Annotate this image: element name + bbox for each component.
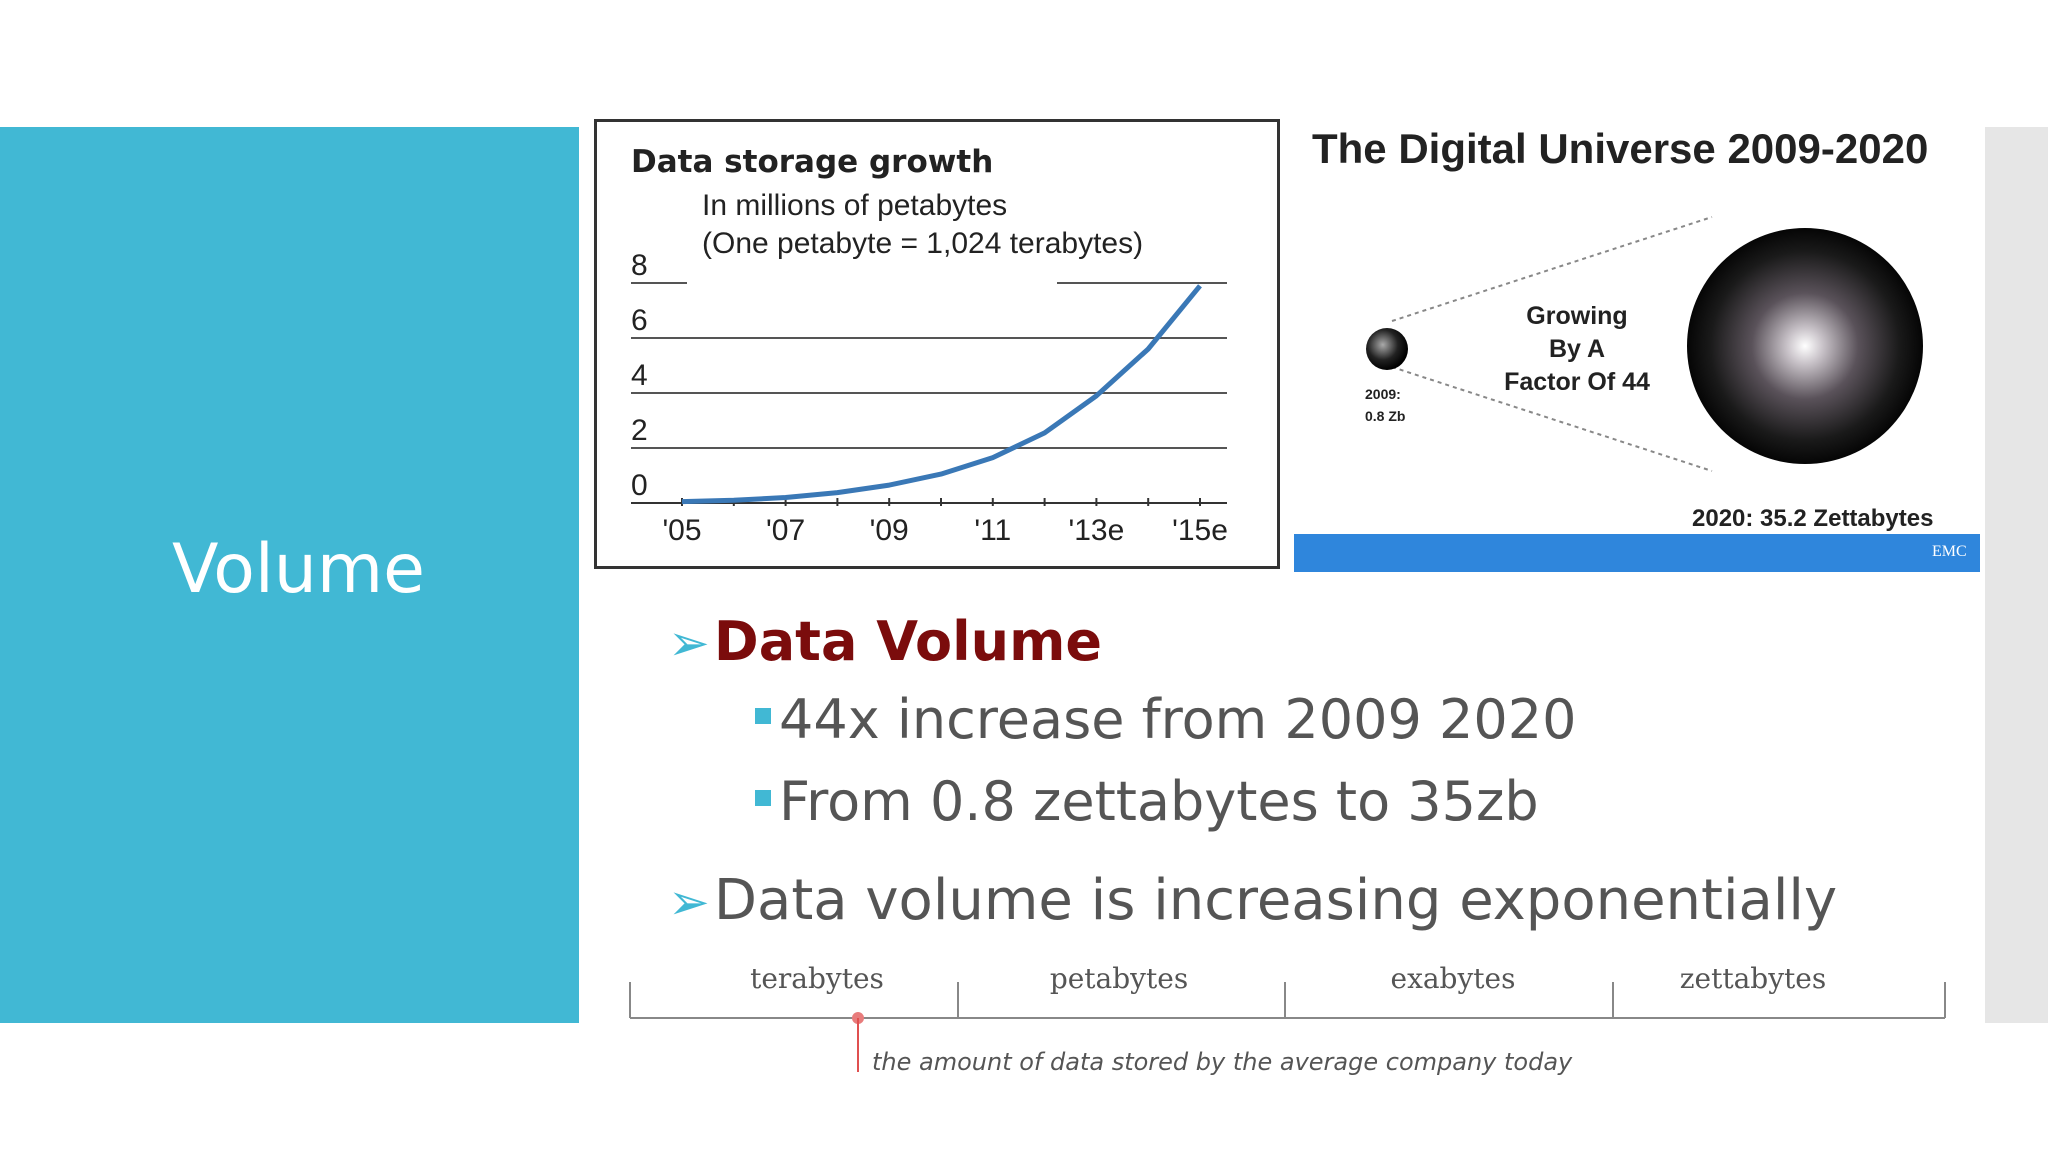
scale-unit-zettabytes: zettabytes <box>1680 962 1826 995</box>
digital-universe-svg: The Digital Universe 2009-2020 2009: 0.8… <box>1294 125 1980 572</box>
sub-bullet-increase: 44x increase from 2009 2020 <box>755 688 1576 751</box>
projection-line-top <box>1391 216 1713 322</box>
chart-x-tick-label: '15e <box>1172 514 1228 547</box>
sub-bullet-range: From 0.8 zettabytes to 35zb <box>755 770 1539 833</box>
end-size-label: 2020: 35.2 Zettabytes <box>1692 505 1933 532</box>
growth-label-line3: Factor Of 44 <box>1504 368 1650 396</box>
arrow-bullet-icon: ➢ <box>668 614 710 672</box>
scale-caption: the amount of data stored by the average… <box>872 1048 1573 1076</box>
chart-y-tick-label: 0 <box>631 469 648 502</box>
chart-x-tick-label: '13e <box>1069 514 1125 547</box>
chart-annotation-line2: (One petabyte = 1,024 terabytes) <box>702 227 1143 260</box>
bullet-text: Data volume is increasing exponentially <box>713 868 1838 933</box>
small-universe-sphere <box>1366 328 1408 370</box>
chart-x-tick-label: '07 <box>766 514 805 547</box>
emc-logo: EMC <box>1932 543 1967 560</box>
growth-label-line2: By A <box>1549 335 1605 363</box>
bullet-heading: Data Volume <box>713 610 1103 673</box>
sub-bullet-text: From 0.8 zettabytes to 35zb <box>779 770 1539 833</box>
universe-title: The Digital Universe 2009-2020 <box>1312 125 1928 172</box>
chart-y-tick-label: 2 <box>631 414 648 447</box>
scale-unit-petabytes: petabytes <box>1050 962 1188 995</box>
chart-annotation-line1: In millions of petabytes <box>702 189 1007 222</box>
bullet-exponential: ➢Data volume is increasing exponentially <box>668 868 1837 933</box>
right-margin-strip <box>1985 127 2048 1023</box>
chart-y-tick-labels: 0 2 4 6 8 <box>631 249 648 502</box>
storage-growth-chart-svg: Data storage growth In millions of petab… <box>631 144 1228 547</box>
sub-bullet-text: 44x increase from 2009 2020 <box>779 688 1577 751</box>
chart-x-tick-labels: '05 '07 '09 '11 '13e '15e <box>662 514 1227 547</box>
growth-label-line1: Growing <box>1526 302 1627 330</box>
start-year-label: 2009: <box>1365 386 1401 402</box>
data-scale-svg: terabytes petabytes exabytes zettabytes … <box>629 962 1946 1076</box>
digital-universe-graphic: The Digital Universe 2009-2020 2009: 0.8… <box>1292 119 1982 599</box>
chart-y-tick-label: 4 <box>631 359 648 392</box>
data-scale-graphic: terabytes petabytes exabytes zettabytes … <box>600 950 1960 1100</box>
blue-band <box>1294 534 1980 572</box>
square-bullet-icon <box>755 790 771 806</box>
title-panel <box>0 127 579 1023</box>
chart-title: Data storage growth <box>631 144 993 180</box>
chart-series-line <box>681 284 1202 505</box>
chart-x-tick-label: '09 <box>870 514 909 547</box>
bullet-data-volume: ➢Data Volume <box>668 610 1102 673</box>
chart-y-tick-label: 6 <box>631 304 648 337</box>
square-bullet-icon <box>755 708 771 724</box>
scale-unit-terabytes: terabytes <box>750 962 884 995</box>
scale-unit-exabytes: exabytes <box>1391 962 1516 995</box>
chart-gridlines <box>631 282 1227 449</box>
storage-growth-chart: Data storage growth In millions of petab… <box>594 119 1280 569</box>
slide-title: Volume <box>172 530 425 609</box>
projection-line-bottom <box>1391 366 1713 472</box>
chart-x-tick-label: '11 <box>974 514 1011 547</box>
arrow-bullet-icon: ➢ <box>668 873 710 931</box>
chart-y-tick-label: 8 <box>631 249 648 282</box>
chart-x-tick-label: '05 <box>662 514 701 547</box>
large-universe-sphere <box>1687 228 1923 464</box>
start-size-label: 0.8 Zb <box>1365 408 1405 424</box>
